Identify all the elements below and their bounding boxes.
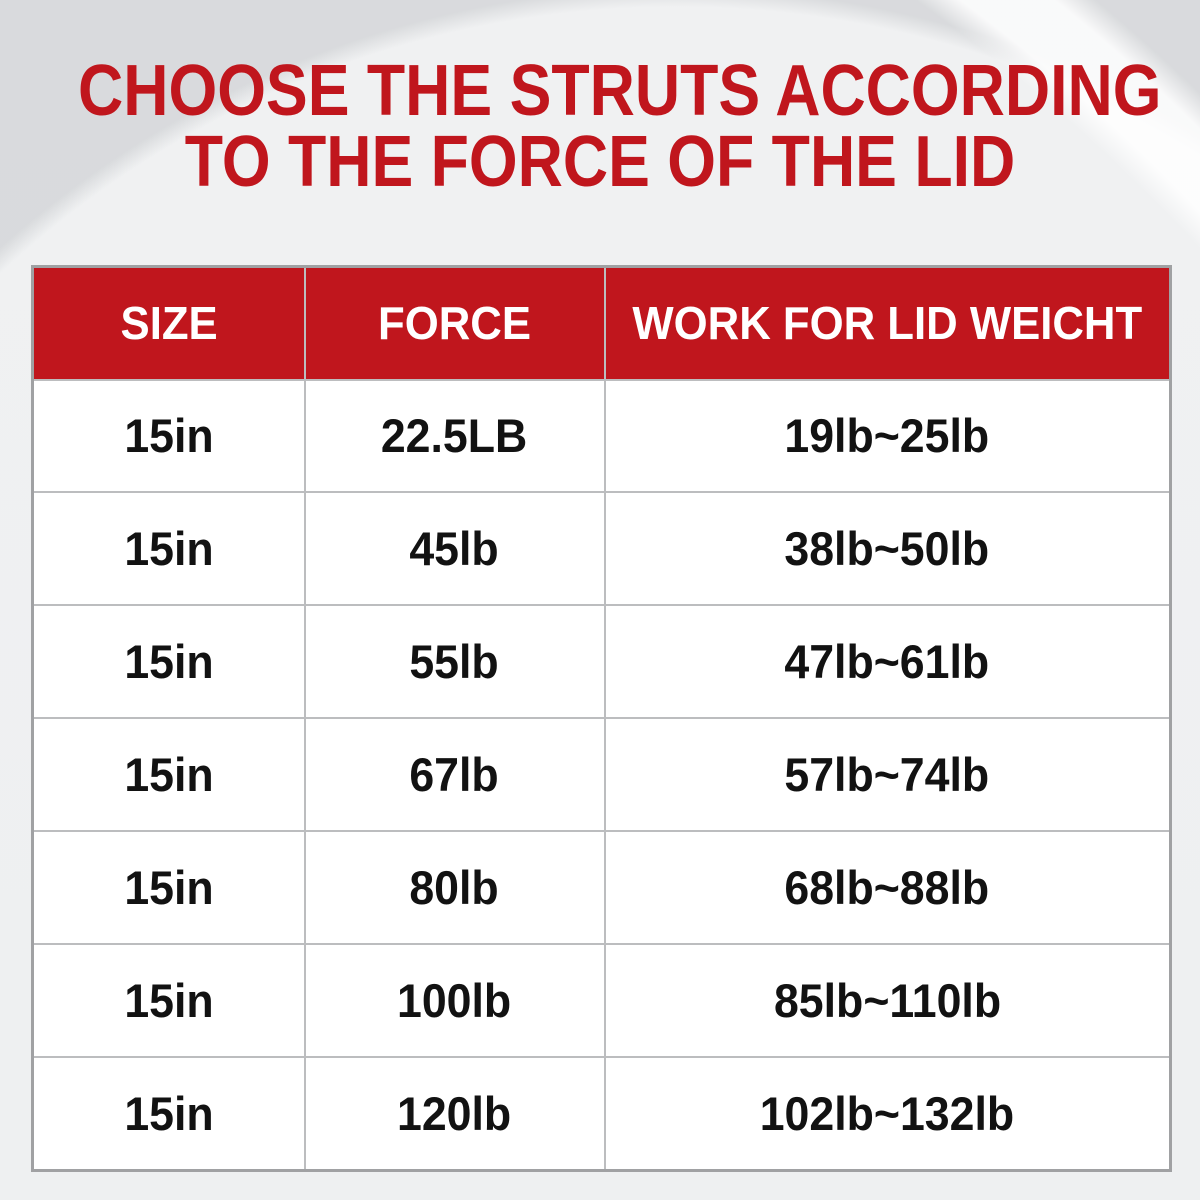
table-header: SIZE FORCE WORK FOR LID WEICHT [31,265,1172,381]
table-cell: 22.5LB [303,378,606,494]
table-cell: 47lb~61lb [603,604,1172,720]
cell-text: 19lb~25lb [784,409,990,463]
cell-text: 15in [124,1086,214,1140]
page-title-line-1: CHOOSE THE STRUTS ACCORDING [78,51,1162,131]
cell-text: 80lb [409,860,500,914]
table-cell: 45lb [303,491,606,607]
cell-text: 100lb [397,973,512,1027]
cell-text: 15in [124,747,214,801]
cell-text: 15in [124,973,214,1027]
table-cell: 67lb [303,717,606,832]
cell-text: 47lb~61lb [784,635,990,689]
cell-text: 45lb [409,522,500,576]
table-row: 15in 80lb 68lb~88lb [31,829,1172,945]
cell-text: 120lb [397,1086,512,1140]
table-cell: 38lb~50lb [603,491,1172,607]
table-cell: 15in [31,378,306,494]
table-cell: 80lb [303,829,606,945]
table-cell: 102lb~132lb [603,1055,1172,1172]
table-cell: 68lb~88lb [603,829,1172,945]
cell-text: 38lb~50lb [784,522,990,576]
table-row: 15in 120lb 102lb~132lb [31,1055,1172,1172]
column-header-lid-weight: WORK FOR LID WEICHT [603,265,1172,381]
table-row: 15in 67lb 57lb~74lb [31,717,1172,832]
table-row: 15in 55lb 47lb~61lb [31,604,1172,720]
cell-text: 57lb~74lb [784,747,990,801]
cell-text: 68lb~88lb [784,860,990,914]
table-header-row: SIZE FORCE WORK FOR LID WEICHT [31,265,1172,381]
strut-spec-table: SIZE FORCE WORK FOR LID WEICHT 15in 22.5L… [31,265,1172,1172]
table-cell: 15in [31,942,306,1058]
table-row: 15in 45lb 38lb~50lb [31,491,1172,607]
table-cell: 15in [31,604,306,720]
column-header-size: SIZE [31,265,306,381]
column-header-force: FORCE [303,265,606,381]
table-cell: 15in [31,829,306,945]
cell-text: 15in [124,635,214,689]
table-cell: 85lb~110lb [603,942,1172,1058]
cell-text: 85lb~110lb [773,973,1001,1027]
page-title: CHOOSE THE STRUTS ACCORDING TO THE FORCE… [0,51,1200,202]
column-header-lid-weight-label: WORK FOR LID WEICHT [632,297,1143,350]
column-header-size-label: SIZE [120,297,218,350]
cell-text: 15in [124,409,214,463]
cell-text: 15in [124,860,214,914]
cell-text: 22.5LB [381,409,528,463]
column-header-force-label: FORCE [378,297,531,350]
table-cell: 15in [31,1055,306,1172]
table-cell: 57lb~74lb [603,717,1172,832]
cell-text: 67lb [409,747,500,801]
cell-text: 55lb [409,635,500,689]
page-title-line-2: TO THE FORCE OF THE LID [184,122,1016,202]
table-cell: 15in [31,717,306,832]
table-row: 15in 100lb 85lb~110lb [31,942,1172,1058]
table-cell: 55lb [303,604,606,720]
cell-text: 15in [124,522,214,576]
table-cell: 15in [31,491,306,607]
cell-text: 102lb~132lb [760,1086,1015,1140]
table-cell: 19lb~25lb [603,378,1172,494]
table-cell: 100lb [303,942,606,1058]
table-body: 15in 22.5LB 19lb~25lb 15in 45lb 38lb~50lb 15in… [31,378,1172,1172]
table-cell: 120lb [303,1055,606,1172]
table-row: 15in 22.5LB 19lb~25lb [31,378,1172,494]
